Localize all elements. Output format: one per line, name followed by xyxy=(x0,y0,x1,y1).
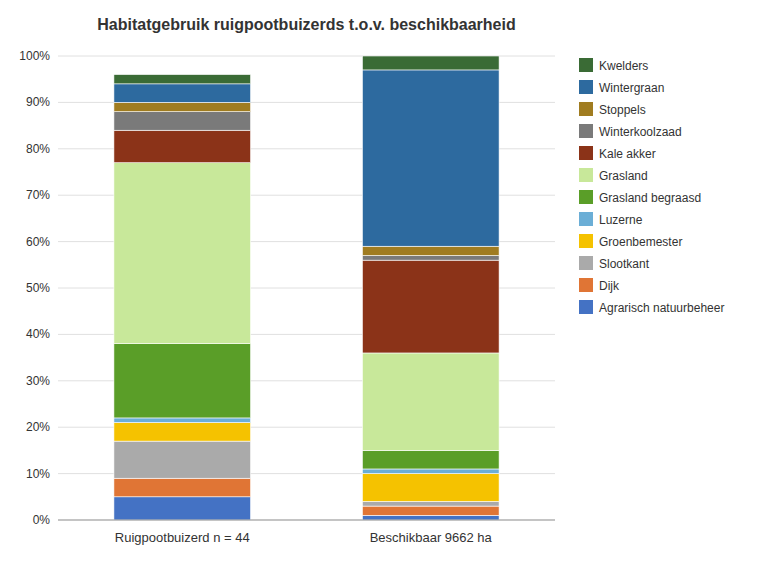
legend-label: Wintergraan xyxy=(599,81,664,95)
legend-swatch xyxy=(579,168,593,182)
legend-swatch xyxy=(579,146,593,160)
bar-segment xyxy=(114,441,251,478)
bar-segment xyxy=(362,56,499,70)
y-tick-label: 10% xyxy=(26,467,50,481)
legend-label: Agrarisch natuurbeheer xyxy=(599,301,724,315)
chart: Habitatgebruik ruigpootbuizerds t.o.v. b… xyxy=(0,0,770,570)
bar-segment xyxy=(362,353,499,450)
legend-label: Groenbemester xyxy=(599,235,682,249)
bars xyxy=(114,56,499,520)
bar-segment xyxy=(114,84,251,103)
y-tick-label: 40% xyxy=(26,327,50,341)
bar-segment xyxy=(114,478,251,497)
x-tick-label: Beschikbaar 9662 ha xyxy=(370,530,493,545)
grid-line xyxy=(58,520,555,521)
y-tick-label: 90% xyxy=(26,95,50,109)
bar-segment xyxy=(362,450,499,469)
legend-label: Grasland begraasd xyxy=(599,191,701,205)
y-tick-label: 0% xyxy=(33,513,51,527)
y-tick-label: 50% xyxy=(26,281,50,295)
bar-segment xyxy=(362,246,499,255)
legend-swatch xyxy=(579,190,593,204)
y-tick-label: 80% xyxy=(26,142,50,156)
legend-label: Grasland xyxy=(599,169,648,183)
legend-swatch xyxy=(579,124,593,138)
legend-swatch xyxy=(579,102,593,116)
legend-swatch xyxy=(579,80,593,94)
legend-swatch xyxy=(579,212,593,226)
grid xyxy=(58,56,555,520)
legend-swatch xyxy=(579,58,593,72)
legend-swatch xyxy=(579,278,593,292)
bar-segment xyxy=(114,75,251,84)
legend-swatch xyxy=(579,256,593,270)
legend-label: Slootkant xyxy=(599,257,650,271)
bar-segment xyxy=(362,506,499,515)
bar-segment xyxy=(114,418,251,423)
bar-segment xyxy=(362,515,499,520)
legend-swatch xyxy=(579,300,593,314)
bar-segment xyxy=(114,344,251,418)
title: Habitatgebruik ruigpootbuizerds t.o.v. b… xyxy=(97,16,515,33)
bar-segment xyxy=(362,469,499,474)
bar-segment xyxy=(114,423,251,442)
bar-segment xyxy=(114,130,251,162)
legend-label: Stoppels xyxy=(599,103,646,117)
legend: Kwelders Wintergraan Stoppels Winterkoolzaa… xyxy=(579,58,724,315)
y-tick-label: 60% xyxy=(26,235,50,249)
y-tick-label: 100% xyxy=(19,49,50,63)
legend-label: Kale akker xyxy=(599,147,656,161)
y-tick-label: 30% xyxy=(26,374,50,388)
bar-segment xyxy=(362,256,499,261)
bar-segment xyxy=(362,501,499,506)
bar-segment xyxy=(114,112,251,131)
legend-label: Dijk xyxy=(599,279,620,293)
bar-segment xyxy=(114,163,251,344)
y-tick-label: 20% xyxy=(26,420,50,434)
bar-segment xyxy=(114,102,251,111)
bar-segment xyxy=(362,474,499,502)
x-tick-label: Ruigpootbuizerd n = 44 xyxy=(115,530,250,545)
legend-swatch xyxy=(579,234,593,248)
bar-segment xyxy=(114,497,251,520)
x-axis-line xyxy=(58,520,555,521)
legend-label: Luzerne xyxy=(599,213,643,227)
bar-segment xyxy=(362,70,499,246)
y-tick-label: 70% xyxy=(26,188,50,202)
bar-segment xyxy=(362,260,499,353)
legend-label: Winterkoolzaad xyxy=(599,125,682,139)
legend-label: Kwelders xyxy=(599,59,648,73)
